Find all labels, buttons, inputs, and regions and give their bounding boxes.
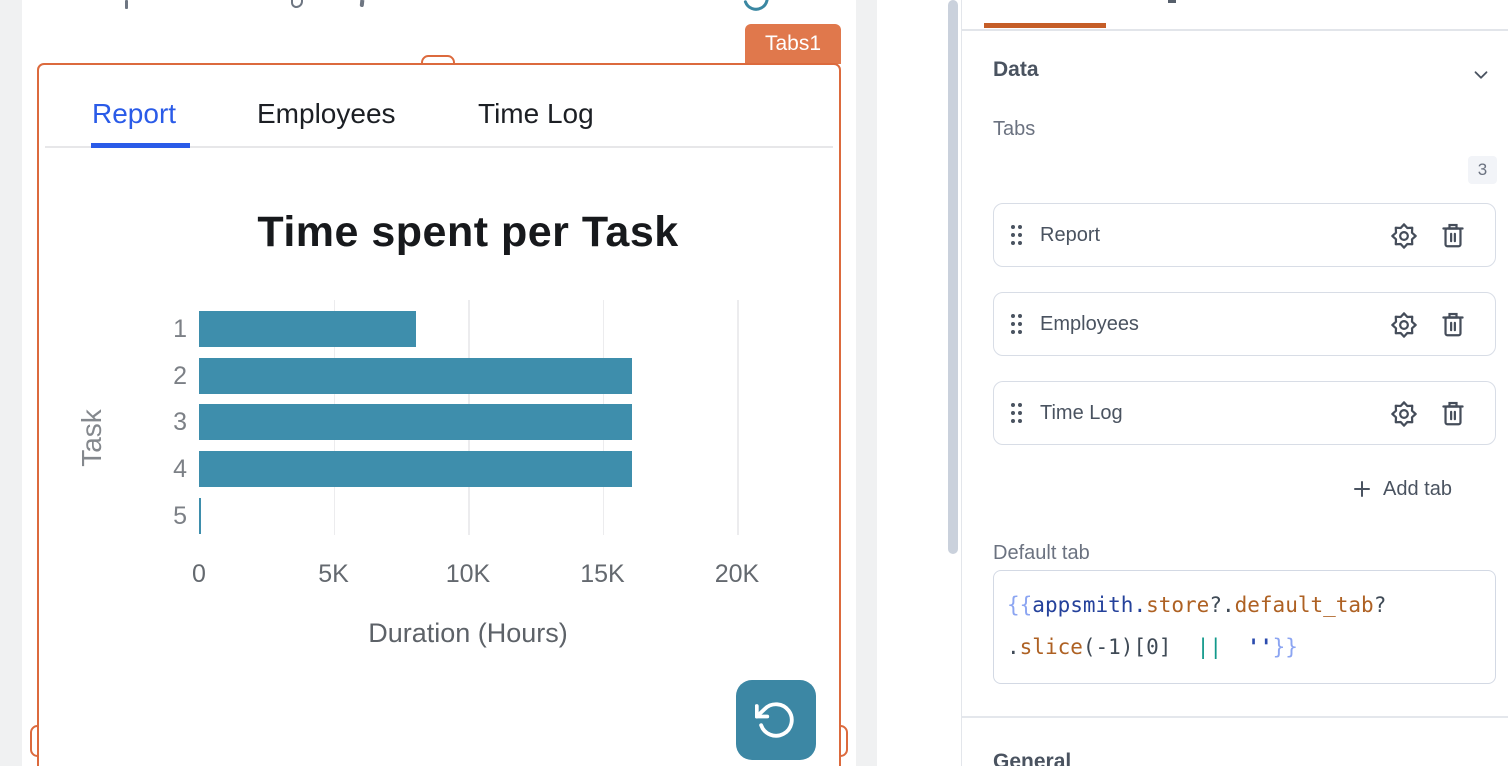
section-header-data[interactable]: Data bbox=[993, 58, 1039, 81]
code-line: {{appsmith.store?.default_tab? bbox=[1007, 593, 1387, 617]
tabs-field-label: Tabs bbox=[993, 118, 1036, 140]
section-divider bbox=[962, 716, 1508, 718]
x-tick-label: 10K bbox=[445, 560, 491, 588]
tab-item-label: Employees bbox=[1040, 313, 1139, 335]
chart-x-axis-title: Duration (Hours) bbox=[368, 618, 568, 648]
tabs-count-badge: 3 bbox=[1468, 156, 1497, 184]
chevron-down-icon bbox=[1470, 760, 1492, 766]
chevron-down-icon bbox=[1474, 71, 1488, 79]
x-tick-label: 15K bbox=[580, 560, 625, 588]
gear-icon bbox=[1391, 223, 1417, 249]
cut-pane-tab-label bbox=[1168, 0, 1176, 3]
cut-text-fragment bbox=[291, 0, 303, 8]
chart-gridline bbox=[737, 300, 739, 535]
chart-y-axis-title: Task bbox=[76, 409, 107, 467]
tabbar-divider bbox=[45, 146, 833, 148]
default-tab-code-input[interactable]: {{appsmith.store?.default_tab? .slice(-1… bbox=[993, 570, 1496, 684]
tab-delete-button[interactable] bbox=[1439, 222, 1467, 250]
chart-bar[interactable] bbox=[199, 311, 416, 347]
chart-bar[interactable] bbox=[199, 404, 633, 441]
tab-list-item-report[interactable]: Report bbox=[993, 203, 1496, 267]
tab-delete-button[interactable] bbox=[1439, 311, 1467, 339]
drag-dots-icon bbox=[1011, 403, 1022, 423]
y-category-label: 5 bbox=[173, 501, 187, 530]
y-category-label: 3 bbox=[173, 408, 187, 437]
pane-scrollbar-thumb[interactable] bbox=[948, 0, 958, 554]
tab-settings-button[interactable] bbox=[1390, 222, 1418, 250]
x-tick-label: 20K bbox=[714, 560, 760, 588]
cut-refresh-button[interactable] bbox=[741, 0, 771, 14]
x-tick-label: 5K bbox=[318, 560, 349, 588]
tab-settings-button[interactable] bbox=[1390, 400, 1418, 428]
widget-tab-employees[interactable]: Employees bbox=[257, 98, 396, 129]
code-line: .slice(-1)[0] || ''}} bbox=[1007, 635, 1298, 659]
tab-item-label: Time Log bbox=[1040, 402, 1123, 424]
default-tab-label: Default tab bbox=[993, 542, 1090, 564]
refresh-button[interactable] bbox=[736, 680, 816, 760]
add-tab-label: Add tab bbox=[1383, 477, 1452, 500]
tab-item-label: Report bbox=[1040, 224, 1101, 246]
widget-name-badge[interactable]: Tabs1 bbox=[745, 24, 841, 64]
y-category-label: 1 bbox=[173, 315, 187, 343]
refresh-ccw-icon bbox=[743, 0, 769, 11]
refresh-ccw-icon bbox=[755, 702, 794, 738]
add-tab-button[interactable]: Add tab bbox=[1350, 477, 1452, 501]
drag-dots-icon bbox=[1011, 225, 1022, 245]
pane-tabbar-border bbox=[962, 29, 1508, 31]
gear-icon bbox=[1391, 401, 1417, 427]
pane-active-tab-underline bbox=[984, 23, 1106, 28]
tab-settings-button[interactable] bbox=[1390, 311, 1418, 339]
trash-icon bbox=[1442, 223, 1464, 248]
cut-text-fragment bbox=[125, 0, 128, 9]
canvas-left-gutter bbox=[0, 0, 22, 766]
active-tab-underline bbox=[91, 143, 190, 148]
canvas-right-gutter bbox=[856, 0, 877, 766]
widget-tab-timelog[interactable]: Time Log bbox=[478, 98, 594, 129]
trash-icon bbox=[1442, 312, 1464, 337]
section-header-general[interactable]: General bbox=[993, 750, 1072, 766]
y-category-label: 2 bbox=[173, 361, 187, 390]
widget-tab-report[interactable]: Report bbox=[92, 98, 177, 129]
tabs-widget[interactable]: Report Employees Time Log Time spent per… bbox=[37, 63, 841, 766]
drag-handle-icon[interactable] bbox=[1008, 311, 1025, 337]
tab-list-item-timelog[interactable]: Time Log bbox=[993, 381, 1496, 445]
drag-handle-icon[interactable] bbox=[1008, 400, 1025, 426]
cut-text-fragment bbox=[359, 0, 365, 8]
chart-title: Time spent per Task bbox=[257, 208, 679, 256]
trash-icon bbox=[1442, 401, 1464, 426]
drag-dots-icon bbox=[1011, 314, 1022, 334]
tab-delete-button[interactable] bbox=[1439, 400, 1467, 428]
collapse-data-section[interactable] bbox=[1470, 64, 1492, 86]
drag-handle-icon[interactable] bbox=[1008, 222, 1025, 248]
collapse-general-section[interactable] bbox=[1470, 760, 1492, 766]
x-tick-label: 0 bbox=[192, 560, 206, 588]
tab-list-item-employees[interactable]: Employees bbox=[993, 292, 1496, 356]
plus-icon bbox=[1354, 481, 1370, 497]
chart-bar[interactable] bbox=[199, 357, 633, 394]
property-pane: Data Tabs 3 Report bbox=[961, 0, 1508, 766]
chart-bar[interactable] bbox=[199, 497, 202, 534]
gear-icon bbox=[1391, 312, 1417, 338]
y-category-label: 4 bbox=[173, 455, 187, 484]
chart-bar[interactable] bbox=[199, 451, 633, 488]
